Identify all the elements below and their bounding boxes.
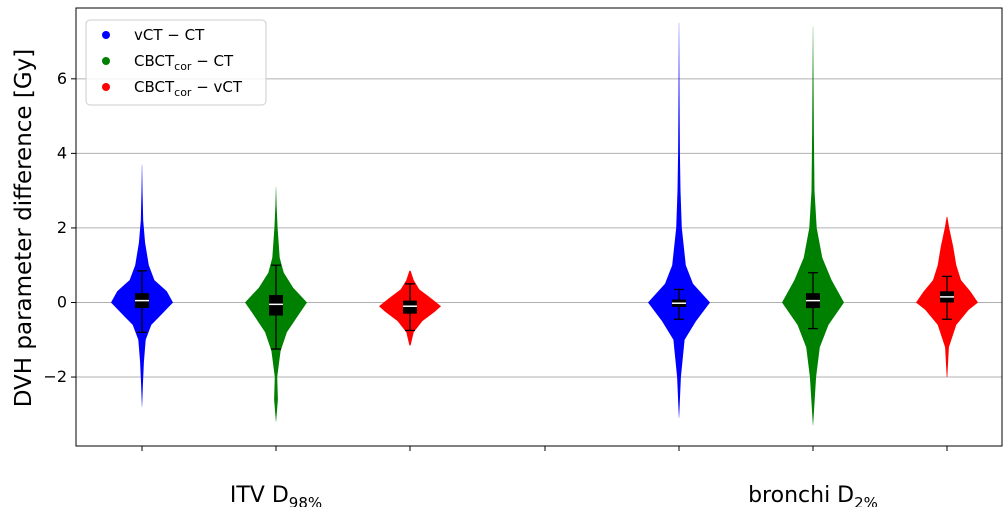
- quartile-box: [403, 300, 417, 314]
- axes: [71, 7, 1003, 451]
- plot-frame: [75, 7, 1003, 447]
- legend-label: CBCTcor − CT: [134, 52, 234, 73]
- category-label: bronchi D2%: [748, 483, 878, 507]
- legend-box: [85, 19, 267, 106]
- y-tick-labels: −2 0 2 4 6: [43, 69, 67, 386]
- legend-label: vCT − CT: [134, 26, 205, 44]
- legend: vCT − CT CBCTcor − CT CBCTcor − vCT: [85, 19, 267, 106]
- x-category-labels: ITV D98% bronchi D2%: [230, 483, 878, 507]
- quartile-box: [269, 295, 283, 316]
- violin-body: [782, 26, 844, 426]
- legend-label: CBCTcor − vCT: [134, 78, 243, 99]
- box-markers: [135, 264, 954, 350]
- y-tick-label: 0: [57, 292, 67, 311]
- y-tick-label: 6: [57, 69, 67, 88]
- y-tick-label: −2: [43, 367, 67, 386]
- legend-marker: [102, 83, 110, 91]
- y-axis-label: DVH parameter difference [Gy]: [11, 49, 37, 408]
- y-tick-label: 4: [57, 143, 67, 162]
- category-label: ITV D98%: [230, 483, 322, 507]
- violin-body: [648, 22, 710, 419]
- grid-lines: [76, 78, 1002, 378]
- legend-marker: [102, 31, 110, 39]
- legend-marker: [102, 57, 110, 65]
- y-tick-label: 2: [57, 218, 67, 237]
